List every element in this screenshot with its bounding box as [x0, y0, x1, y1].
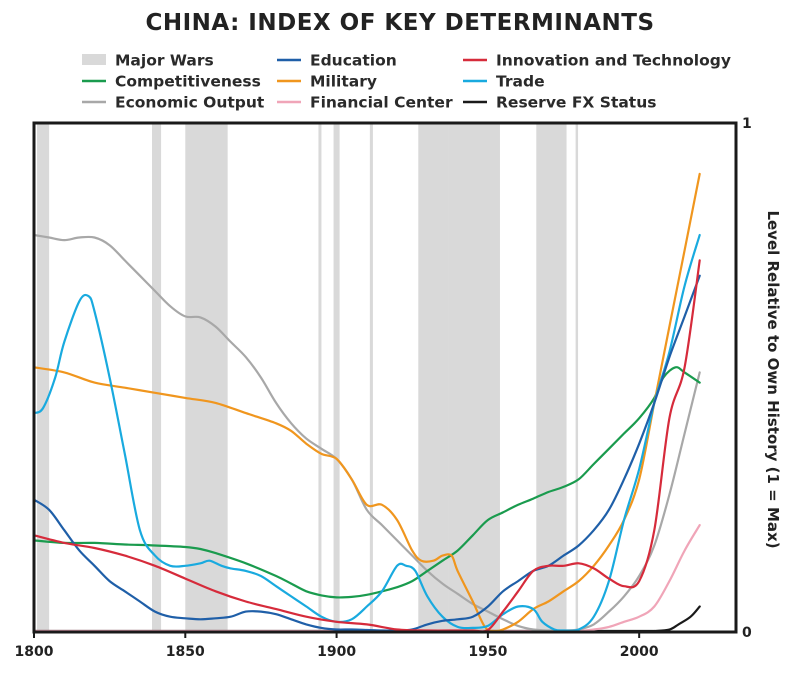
- series-line-financial-center: [32, 524, 701, 633]
- x-tick-label: 1900: [317, 644, 356, 660]
- legend-label: Military: [310, 73, 377, 91]
- legend-item-education: Education: [277, 52, 397, 70]
- legend-swatch: [82, 54, 106, 65]
- legend-label: Trade: [496, 73, 545, 91]
- legend-item-economic-output: Economic Output: [82, 94, 265, 112]
- legend-label: Financial Center: [310, 94, 453, 112]
- legend-label: Economic Output: [115, 94, 265, 112]
- legend-label: Reserve FX Status: [496, 94, 656, 112]
- major-wars-shading: [37, 123, 579, 632]
- legend-item-financial-center: Financial Center: [277, 94, 453, 112]
- legend-label: Competitiveness: [115, 73, 261, 91]
- x-tick-label: 1950: [468, 644, 507, 660]
- war-band-1: [152, 123, 162, 632]
- y-tick-label: 1: [742, 116, 752, 132]
- legend-item-major-wars: Major Wars: [82, 52, 214, 70]
- series-lines: [32, 172, 701, 633]
- war-band-7: [448, 123, 500, 632]
- y-tick-label: 0: [742, 625, 752, 641]
- war-band-6: [418, 123, 449, 632]
- x-axis-ticks: 1800 1850 1900 1950 2000: [15, 632, 659, 660]
- legend: Major Wars Education Innovation and Techno…: [82, 52, 731, 112]
- plot-frame: [32, 121, 738, 634]
- series-line-education: [32, 274, 701, 632]
- series-line-trade: [32, 233, 701, 632]
- legend-item-competitiveness: Competitiveness: [82, 73, 261, 91]
- war-band-9: [575, 123, 579, 632]
- y-axis-label: Level Relative to Own History (1 = Max): [764, 210, 782, 548]
- series-line-innovation-and-technology: [32, 259, 701, 633]
- legend-item-reserve-fx-status: Reserve FX Status: [463, 94, 656, 112]
- series-line-competitiveness: [32, 366, 701, 599]
- legend-item-innovation-and-technology: Innovation and Technology: [463, 52, 731, 70]
- legend-label: Major Wars: [115, 52, 214, 70]
- x-tick-label: 1850: [166, 644, 205, 660]
- legend-item-military: Military: [277, 73, 377, 91]
- legend-item-trade: Trade: [463, 73, 545, 91]
- war-band-4: [333, 123, 340, 632]
- x-tick-label: 1800: [15, 644, 54, 660]
- legend-label: Education: [310, 52, 397, 70]
- x-tick-label: 2000: [620, 644, 659, 660]
- chart-title: CHINA: INDEX OF KEY DETERMINANTS: [145, 10, 654, 36]
- y-axis-ticks: 01: [742, 116, 752, 641]
- war-band-5: [369, 123, 373, 632]
- war-band-0: [37, 123, 50, 632]
- war-band-3: [318, 123, 322, 632]
- series-line-economic-output: [32, 233, 701, 632]
- legend-label: Innovation and Technology: [496, 52, 731, 70]
- war-band-8: [536, 123, 567, 632]
- series-line-military: [32, 172, 701, 633]
